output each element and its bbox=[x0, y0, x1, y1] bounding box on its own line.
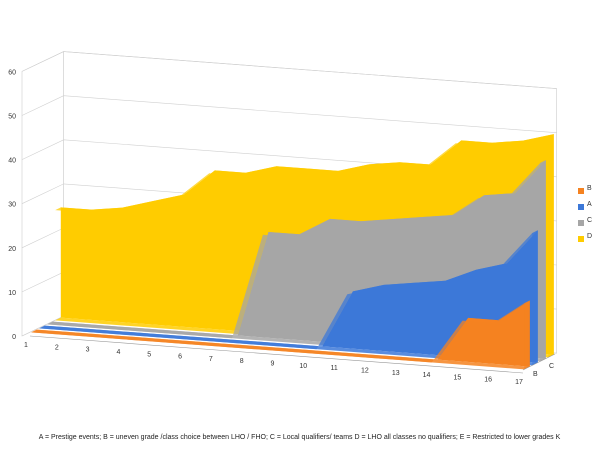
series-layers bbox=[31, 134, 554, 370]
x-tick-label: 6 bbox=[178, 354, 182, 361]
series-area-b bbox=[36, 300, 530, 367]
legend-item-c: C bbox=[574, 217, 599, 233]
depth-tick-label: B bbox=[533, 371, 538, 378]
y-tick-label: 50 bbox=[8, 114, 16, 121]
x-tick-label: 8 bbox=[240, 358, 244, 365]
x-tick-label: 13 bbox=[392, 370, 400, 377]
x-tick-label: 9 bbox=[271, 361, 275, 368]
y-tick-label: 30 bbox=[8, 202, 16, 209]
x-tick-label: 3 bbox=[86, 347, 90, 354]
gridline bbox=[21, 95, 557, 133]
legend-label-c: C bbox=[587, 217, 593, 224]
chart-footnote: A = Prestige events; B = uneven grade /c… bbox=[38, 434, 561, 441]
series-endcap-d bbox=[548, 134, 554, 358]
y-tick-label: 0 bbox=[12, 334, 16, 341]
legend-swatch-b bbox=[578, 188, 584, 194]
x-tick-label: 17 bbox=[515, 379, 523, 386]
x-tick-label: 4 bbox=[116, 349, 120, 356]
series-endcap-a bbox=[532, 230, 538, 366]
x-tick-label: 12 bbox=[361, 367, 369, 374]
y-tick-label: 10 bbox=[8, 290, 16, 297]
y-tick-label: 60 bbox=[8, 69, 16, 76]
y-tick-label: 20 bbox=[8, 246, 16, 253]
x-tick-label: 10 bbox=[299, 363, 307, 370]
legend-item-d: D bbox=[574, 233, 599, 249]
series-area-a bbox=[44, 230, 538, 363]
legend-item-a: A bbox=[574, 201, 599, 217]
legend-item-b: B bbox=[574, 185, 599, 201]
depth-axis-line bbox=[522, 353, 556, 371]
x-tick-label: 15 bbox=[453, 374, 461, 381]
series-ribbon-d bbox=[55, 134, 554, 213]
x-tick-label: 1 bbox=[24, 342, 28, 349]
series-endcap-c bbox=[540, 160, 546, 362]
x-tick-label: 2 bbox=[55, 344, 59, 351]
gridline bbox=[21, 51, 557, 89]
legend-label-b: B bbox=[587, 185, 592, 192]
legend-swatch-d bbox=[578, 236, 584, 242]
x-axis-line bbox=[29, 335, 524, 374]
legend-label-a: A bbox=[587, 201, 592, 208]
legend-label-d: D bbox=[587, 233, 593, 240]
series-floor-a bbox=[39, 325, 538, 366]
depth-tick-label: C bbox=[549, 363, 554, 370]
x-tick-label: 5 bbox=[147, 351, 151, 358]
x-tick-label: 11 bbox=[330, 365, 337, 372]
legend: B A C D bbox=[574, 185, 599, 249]
series-endcap-b bbox=[524, 300, 530, 370]
x-tick-label: 16 bbox=[484, 377, 492, 384]
x-tick-label: 7 bbox=[209, 356, 213, 363]
series-floor-b bbox=[31, 329, 530, 370]
legend-swatch-c bbox=[578, 220, 584, 226]
y-tick-label: 40 bbox=[8, 158, 16, 165]
x-tick-label: 14 bbox=[423, 372, 431, 379]
legend-swatch-a bbox=[578, 204, 584, 210]
